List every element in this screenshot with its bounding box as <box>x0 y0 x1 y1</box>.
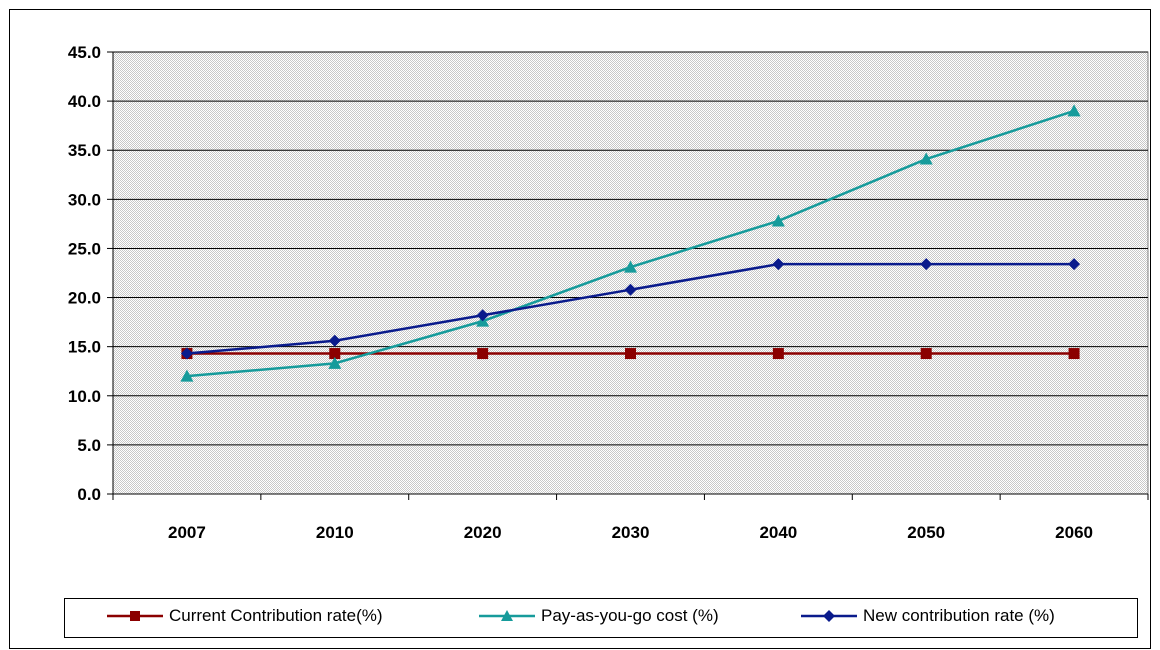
diamond-marker <box>476 309 489 322</box>
triangle-marker <box>624 260 637 273</box>
diamond-marker <box>1068 258 1081 271</box>
y-tick-label: 10.0 <box>68 387 101 406</box>
x-tick-label: 2020 <box>464 523 502 542</box>
diamond-marker <box>328 334 341 347</box>
x-tick-label: 2040 <box>759 523 797 542</box>
triangle-marker <box>328 356 342 369</box>
y-tick-label: 0.0 <box>77 485 101 504</box>
square-marker <box>625 348 636 360</box>
y-tick-label: 5.0 <box>77 436 101 455</box>
legend-label: Pay-as-you-go cost (%) <box>541 606 719 625</box>
legend-swatch-square <box>107 611 163 621</box>
y-tick-label: 35.0 <box>68 141 101 160</box>
legend-swatch-triangle <box>479 610 535 621</box>
square-marker <box>772 348 784 360</box>
chart-frame: 0.0 5.0 10.0 15.0 20.0 25.0 30.0 35.0 40.0 45.0 20… <box>9 9 1151 649</box>
x-tick-label: 2010 <box>316 523 354 542</box>
triangle-marker <box>771 214 785 227</box>
y-tick-label: 25.0 <box>68 239 101 258</box>
legend-item-pay-as-you-go: Pay-as-you-go cost (%) <box>477 605 719 627</box>
y-tick-label: 15.0 <box>68 338 101 357</box>
diamond-marker <box>180 347 193 360</box>
x-tick-label: 2060 <box>1055 523 1093 542</box>
legend-label: Current Contribution rate(%) <box>169 606 383 625</box>
triangle-marker <box>919 152 933 165</box>
legend-swatch-diamond <box>801 610 857 622</box>
square-marker <box>1068 348 1080 360</box>
y-tick-label: 40.0 <box>68 92 101 111</box>
diamond-marker <box>920 258 933 271</box>
y-tick-label: 30.0 <box>68 190 101 209</box>
line-chart: 0.0 5.0 10.0 15.0 20.0 25.0 30.0 35.0 40.0 45.0 20… <box>68 43 1149 542</box>
diamond-marker <box>772 258 785 271</box>
legend-item-new-contribution: New contribution rate (%) <box>799 605 1055 627</box>
triangle-marker <box>180 369 194 382</box>
legend: Current Contribution rate(%) Pay-as-you-… <box>64 598 1138 638</box>
triangle-marker <box>1067 104 1081 117</box>
y-tick-label: 20.0 <box>68 289 101 308</box>
x-tick-label: 2050 <box>907 523 945 542</box>
x-tick-label: 2030 <box>612 523 650 542</box>
legend-label: New contribution rate (%) <box>863 606 1055 625</box>
legend-item-current-contribution: Current Contribution rate(%) <box>105 605 383 627</box>
square-marker <box>329 348 341 360</box>
x-tick-label: 2007 <box>168 523 206 542</box>
plot-area <box>112 51 1149 495</box>
diamond-marker <box>624 283 637 296</box>
square-marker <box>920 348 932 360</box>
square-marker <box>477 348 489 360</box>
y-tick-label: 45.0 <box>68 43 101 62</box>
